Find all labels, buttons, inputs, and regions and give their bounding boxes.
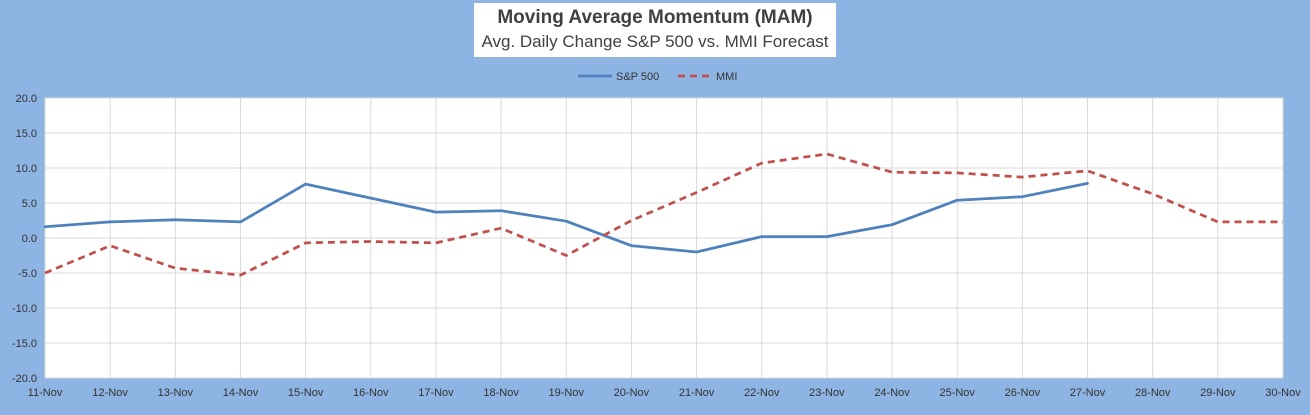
x-tick-label: 30-Nov: [1265, 387, 1301, 399]
y-tick-label: 5.0: [22, 198, 37, 210]
x-tick-label: 23-Nov: [809, 387, 845, 399]
x-tick-label: 14-Nov: [223, 387, 259, 399]
x-tick-label: 24-Nov: [874, 387, 910, 399]
chart-subtitle: Avg. Daily Change S&P 500 vs. MMI Foreca…: [481, 32, 829, 51]
y-axis: 20.0 15.0 10.0 5.0 0.0 -5.0 -10.0 -15.0 -20.0: [12, 93, 37, 385]
y-tick-label: 15.0: [16, 128, 37, 140]
y-tick-label: -15.0: [12, 338, 37, 350]
x-tick-label: 25-Nov: [939, 387, 975, 399]
legend: S&P 500 MMI: [578, 71, 737, 83]
x-tick-label: 13-Nov: [158, 387, 194, 399]
legend-label: MMI: [716, 71, 737, 83]
x-tick-label: 27-Nov: [1070, 387, 1106, 399]
x-tick-label: 28-Nov: [1135, 387, 1171, 399]
series-line-sp500: [43, 182, 1089, 254]
y-tick-label: 0.0: [22, 233, 37, 245]
x-tick-label: 19-Nov: [549, 387, 585, 399]
y-tick-label: 20.0: [16, 93, 37, 105]
x-tick-label: 15-Nov: [288, 387, 324, 399]
y-tick-label: -10.0: [12, 303, 37, 315]
series-line-mmi: [44, 152, 1283, 277]
y-tick-label: -5.0: [18, 268, 37, 280]
y-tick-label: 10.0: [16, 163, 37, 175]
x-tick-label: 21-Nov: [679, 387, 715, 399]
x-tick-label: 29-Nov: [1200, 387, 1236, 399]
x-tick-label: 18-Nov: [483, 387, 519, 399]
legend-label: S&P 500: [616, 71, 659, 83]
chart-title: Moving Average Momentum (MAM): [497, 7, 813, 28]
x-tick-label: 11-Nov: [28, 387, 63, 399]
x-axis: 11-Nov 12-Nov 13-Nov 14-Nov 15-Nov 16-Nov 17-N…: [28, 387, 1302, 399]
chart-title-box: Moving Average Momentum (MAM) Avg. Daily…: [474, 3, 836, 57]
x-tick-label: 17-Nov: [418, 387, 454, 399]
x-tick-label: 16-Nov: [353, 387, 389, 399]
x-tick-label: 20-Nov: [614, 387, 650, 399]
x-tick-label: 22-Nov: [744, 387, 780, 399]
x-tick-label: 12-Nov: [92, 387, 128, 399]
y-tick-label: -20.0: [12, 373, 37, 385]
x-tick-label: 26-Nov: [1005, 387, 1041, 399]
gridlines: [44, 97, 1284, 379]
series-layer: [43, 152, 1283, 277]
